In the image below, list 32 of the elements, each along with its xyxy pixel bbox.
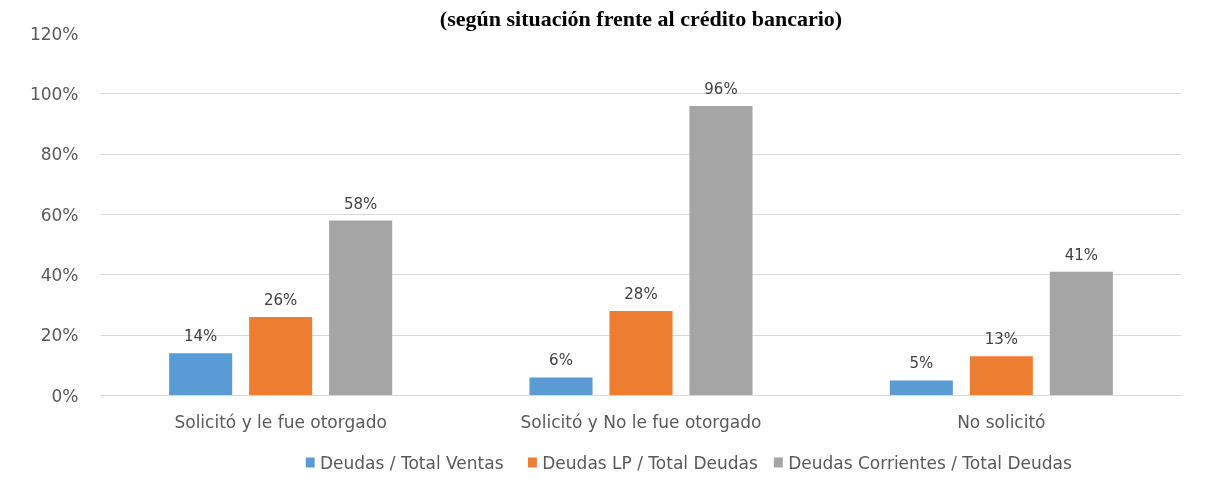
data-label: 96% [704,79,738,98]
x-tick-label: Solicitó y No le fue otorgado [520,411,762,432]
chart-title: (según situación frente al crédito bancario) [439,5,843,31]
bar [689,105,753,396]
y-tick-label: 120% [29,23,79,44]
y-tick-label: 20% [40,325,79,346]
bar [1049,271,1113,396]
legend-label: Deudas Corrientes / Total Deudas [788,452,1072,473]
y-tick-label: 80% [40,144,79,165]
data-label: 5% [909,354,934,373]
y-tick-label: 40% [40,264,79,285]
bar [529,377,593,396]
y-tick-label: 60% [40,204,79,225]
data-label: 14% [184,327,218,346]
bar [169,353,233,396]
x-tick-label: No solicitó [957,411,1046,432]
data-label: 41% [1064,245,1098,264]
data-label: 13% [984,330,1019,349]
legend-label: Deudas LP / Total Deudas [542,452,758,473]
bar [249,317,313,396]
y-tick-label: 100% [29,83,79,104]
data-label: 28% [624,285,658,304]
data-label: 26% [264,291,298,310]
data-label: 6% [549,351,573,370]
bar [889,380,953,396]
bar [969,356,1033,396]
data-label: 58% [343,194,378,213]
x-tick-label: Solicitó y le fue otorgado [174,411,387,432]
bar [329,220,393,396]
legend-label: Deudas / Total Ventas [320,452,504,473]
y-tick-label: 0% [51,385,79,406]
bar [609,311,673,396]
